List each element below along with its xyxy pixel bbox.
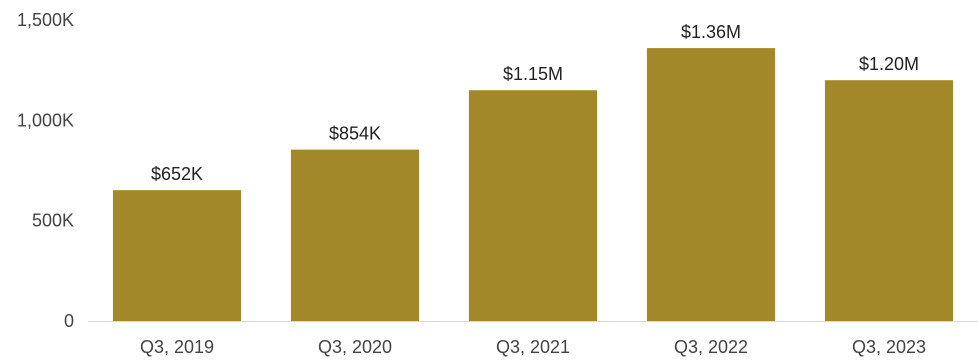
x-tick-label: Q3, 2021	[496, 337, 570, 357]
bar	[291, 150, 419, 321]
bar-data-label: $652K	[151, 164, 203, 184]
bar	[647, 48, 775, 321]
y-tick-label: 500K	[32, 211, 74, 231]
bar-data-label: $1.20M	[859, 54, 919, 74]
bar-data-label: $1.36M	[681, 22, 741, 42]
bar	[113, 190, 241, 321]
bar-data-label: $854K	[329, 124, 381, 144]
x-tick-label: Q3, 2019	[140, 337, 214, 357]
x-tick-label: Q3, 2020	[318, 337, 392, 357]
x-tick-label: Q3, 2023	[852, 337, 926, 357]
y-tick-label: 1,500K	[17, 10, 74, 30]
x-axis: Q3, 2019 Q3, 2020 Q3, 2021 Q3, 2022 Q3, 2023	[140, 337, 926, 357]
y-tick-label: 0	[64, 311, 74, 331]
y-axis: 0 500K 1,000K 1,500K	[17, 10, 74, 331]
bar	[469, 90, 597, 321]
x-tick-label: Q3, 2022	[674, 337, 748, 357]
bar	[825, 80, 953, 321]
y-tick-label: 1,000K	[17, 110, 74, 130]
bar-series: $652K $854K $1.15M $1.36M $1.20M	[113, 22, 953, 321]
bar-data-label: $1.15M	[503, 64, 563, 84]
